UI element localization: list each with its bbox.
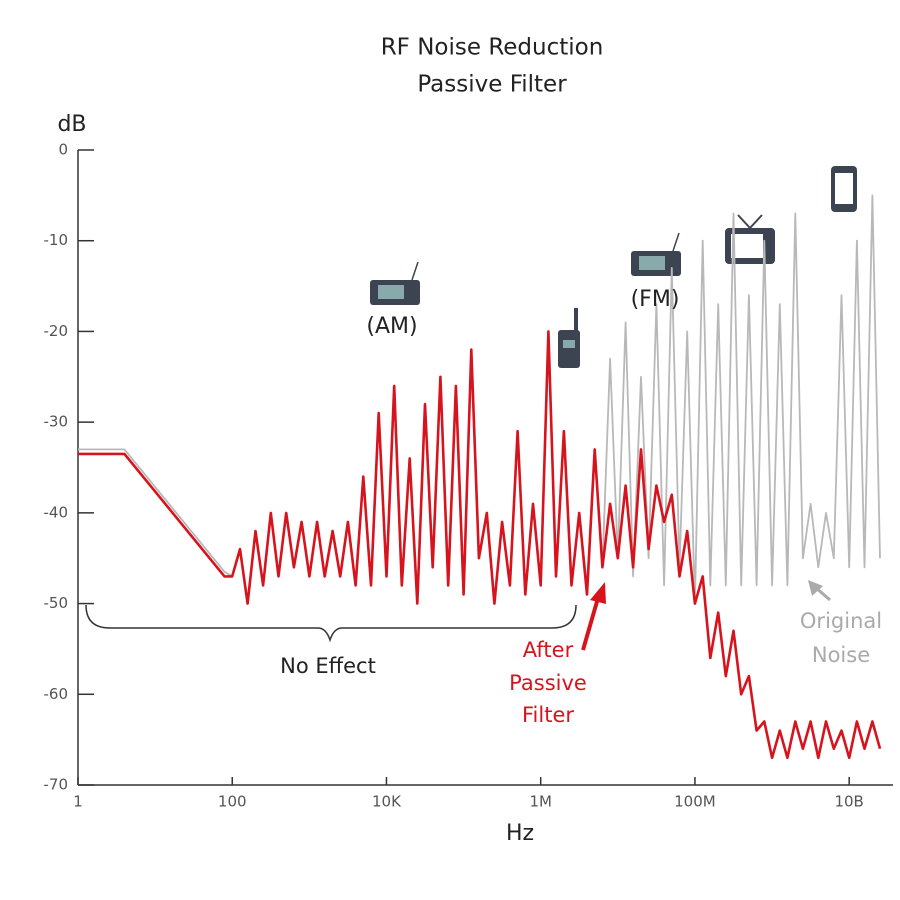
chart-subtitle: Passive Filter: [417, 72, 567, 98]
red-arrow: [581, 597, 600, 651]
annotation: (AM): [366, 314, 417, 339]
red-arrow-head: [590, 582, 606, 604]
x-tick-label: 10K: [372, 793, 402, 811]
x-tick-label: 10B: [834, 793, 863, 811]
x-axis-label: Hz: [506, 821, 534, 846]
x-tick-label: 100: [218, 793, 247, 811]
y-tick-label: 0: [58, 141, 68, 159]
y-tick-label: -30: [44, 413, 69, 431]
am-radio-icon: [370, 261, 420, 305]
tv-icon: [725, 214, 775, 264]
annotation: Filter: [522, 703, 574, 727]
chart-title: RF Noise Reduction: [381, 35, 604, 61]
y-tick-label: -10: [44, 231, 69, 249]
y-tick-label: -60: [44, 685, 69, 703]
annotation: No Effect: [280, 654, 376, 678]
y-tick-label: -40: [44, 503, 69, 521]
annotation: After: [523, 638, 574, 662]
annotation: Passive: [509, 671, 587, 695]
y-tick-label: -20: [44, 322, 69, 340]
y-axis-label: dB: [57, 112, 86, 137]
y-tick-label: -50: [44, 594, 69, 612]
x-tick-label: 1M: [529, 793, 552, 811]
y-tick-label: -70: [44, 776, 69, 794]
annotation: Noise: [812, 643, 870, 667]
annotation: Original: [800, 609, 882, 633]
gray-arrow-head: [808, 580, 823, 596]
x-tick-label: 100M: [674, 793, 716, 811]
brace: [85, 604, 577, 643]
annotation: (FM): [631, 287, 680, 312]
phone-icon: [831, 166, 857, 212]
walkie-talkie-icon: [558, 308, 580, 368]
fm-radio-icon: [631, 232, 681, 276]
x-tick-label: 1: [73, 793, 83, 811]
series-line: [78, 330, 882, 760]
